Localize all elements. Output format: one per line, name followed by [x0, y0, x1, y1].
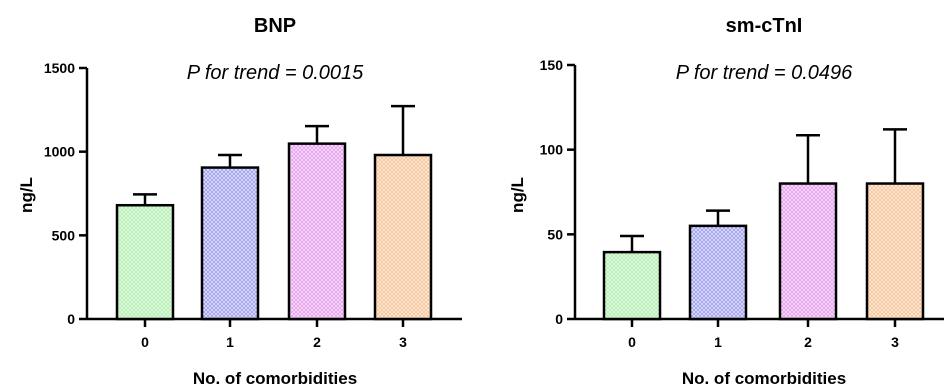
- bnp-chart-panel: BNP P for trend = 0.0015 ng/L No. of com…: [17, 15, 462, 385]
- y-tick-label: 0: [67, 311, 75, 327]
- bar-2: [287, 142, 347, 321]
- bar-3: [865, 182, 925, 321]
- trend-annotation: P for trend = 0.0015: [187, 62, 364, 84]
- y-tick-label: 500: [52, 227, 76, 243]
- bar-2: [778, 182, 838, 321]
- x-tick-label: 3: [399, 334, 407, 350]
- bar-0: [115, 203, 175, 321]
- x-tick-label: 1: [714, 334, 722, 350]
- y-tick-label: 100: [540, 142, 564, 158]
- y-tick-label: 50: [547, 226, 563, 242]
- y-tick-label: 1000: [44, 144, 75, 160]
- chart-title: sm-cTnI: [726, 15, 803, 37]
- y-tick-label: 0: [555, 311, 563, 327]
- y-tick-label: 150: [540, 57, 564, 73]
- x-tick-label: 3: [891, 334, 899, 350]
- sm-ctni-chart-panel: sm-cTnI P for trend = 0.0496 ng/L No. of…: [508, 15, 944, 385]
- y-axis-label: ng/L: [508, 177, 527, 213]
- bar-0: [602, 250, 662, 321]
- x-tick-label: 2: [313, 334, 321, 350]
- bar-1: [200, 166, 260, 321]
- chart-title: BNP: [254, 15, 296, 37]
- x-tick-label: 1: [226, 334, 234, 350]
- x-axis-label: No. of comorbidities: [193, 369, 357, 385]
- trend-annotation: P for trend = 0.0496: [676, 62, 853, 84]
- x-tick-label: 2: [804, 334, 812, 350]
- bar-3: [373, 153, 433, 321]
- y-axis-label: ng/L: [17, 177, 36, 213]
- x-tick-label: 0: [141, 334, 149, 350]
- y-tick-label: 1500: [44, 60, 75, 76]
- x-axis-label: No. of comorbidities: [682, 369, 846, 385]
- bar-1: [688, 224, 748, 321]
- x-tick-label: 0: [628, 334, 636, 350]
